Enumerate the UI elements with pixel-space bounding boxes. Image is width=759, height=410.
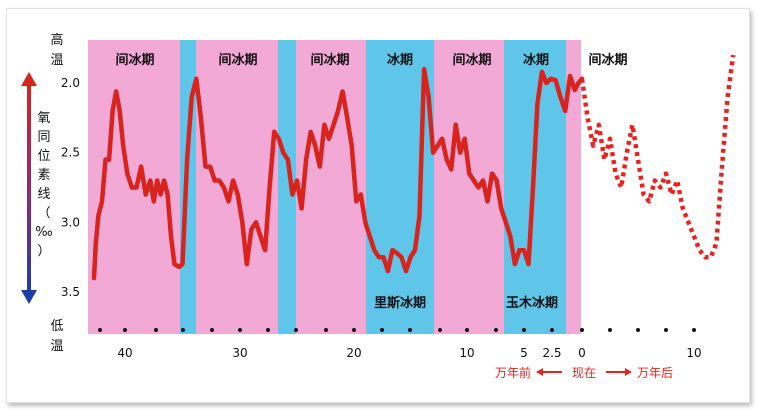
axis-dot <box>692 328 696 332</box>
period-label: 间冰期 <box>218 52 257 68</box>
y-title-char: （ <box>37 206 50 221</box>
x-tick-label: 30 <box>232 346 247 360</box>
x-tick-label: 40 <box>117 346 132 360</box>
period-label: 间冰期 <box>310 52 349 68</box>
axis-dot <box>494 328 498 332</box>
x-tick-label: 0 <box>578 346 586 360</box>
axis-dot <box>380 328 384 332</box>
series-lines <box>91 54 736 281</box>
period-band <box>434 40 504 334</box>
period-label: 间冰期 <box>115 52 154 68</box>
y-top-char: 高 <box>50 32 63 48</box>
x-tick-label: 5 <box>520 346 528 360</box>
y-title-char: 线 <box>37 187 50 202</box>
x-tick-label: 10 <box>686 346 701 360</box>
axis-dot <box>98 328 102 332</box>
axis-dot <box>294 328 298 332</box>
axis-dot <box>266 328 270 332</box>
y-title-char: ） <box>37 244 50 259</box>
axis-dot <box>550 328 554 332</box>
x-axis-dots <box>98 328 696 332</box>
period-label: 间冰期 <box>452 52 491 68</box>
period-lower-label: 玉木冰期 <box>506 295 558 311</box>
y-ticks: 2.0 2.5 3.0 3.5 <box>61 76 80 299</box>
temperature-arrow-shaft <box>27 82 31 294</box>
y-title-char: ‰ <box>35 225 52 240</box>
period-band <box>566 40 581 334</box>
past-label: 万年前 <box>495 365 531 380</box>
future-label: 万年后 <box>637 366 673 380</box>
y-title-char: 位 <box>37 149 50 164</box>
axis-dot <box>210 328 214 332</box>
axis-dot <box>465 328 469 332</box>
axis-dot <box>324 328 328 332</box>
up-arrow-icon <box>21 72 37 86</box>
y-title-char: 氧 <box>37 111 50 126</box>
period-label: 冰期 <box>387 52 413 68</box>
x-tick-label: 2.5 <box>542 346 561 360</box>
axis-dot <box>352 328 356 332</box>
y-bottom-char: 低 <box>50 319 63 334</box>
y-tick-label: 2.5 <box>61 146 80 160</box>
period-bands <box>88 40 718 334</box>
axis-dot <box>522 328 526 332</box>
y-title-char: 同 <box>37 130 50 145</box>
left-arrow-icon <box>536 368 543 376</box>
axis-dot <box>664 328 668 332</box>
y-bottom-char: 温 <box>50 339 63 354</box>
y-top-char: 温 <box>50 53 63 68</box>
axis-dot <box>636 328 640 332</box>
y-tick-label: 3.5 <box>61 285 80 299</box>
y-tick-label: 3.0 <box>61 215 80 229</box>
period-label: 冰期 <box>523 52 549 68</box>
axis-dot <box>238 328 242 332</box>
x-tick-label: 20 <box>346 346 361 360</box>
axis-dot <box>580 328 584 332</box>
axis-dot <box>608 328 612 332</box>
period-labels: 间冰期 间冰期 间冰期 冰期 间冰期 冰期 间冰期 里斯冰期 玉木冰期 <box>115 52 627 311</box>
axis-dot <box>123 328 127 332</box>
y-title-char: 素 <box>37 168 50 183</box>
future-temperature-line <box>579 54 736 260</box>
past-temperature-line <box>91 66 585 281</box>
axis-dot <box>438 328 442 332</box>
now-label: 现在 <box>572 366 596 380</box>
period-band <box>581 40 718 334</box>
x-tick-label: 10 <box>459 346 474 360</box>
right-arrow-icon <box>625 368 632 376</box>
x-ticks: 40 30 20 10 5 2.5 0 10 <box>117 346 701 360</box>
axis-dot <box>408 328 412 332</box>
time-direction: 万年前 现在 万年后 <box>495 365 673 380</box>
down-arrow-icon <box>21 290 37 304</box>
axis-dot <box>154 328 158 332</box>
period-band <box>278 40 296 334</box>
period-label: 间冰期 <box>588 52 627 68</box>
y-tick-label: 2.0 <box>61 76 80 90</box>
period-lower-label: 里斯冰期 <box>374 295 426 311</box>
axis-dot <box>181 328 185 332</box>
